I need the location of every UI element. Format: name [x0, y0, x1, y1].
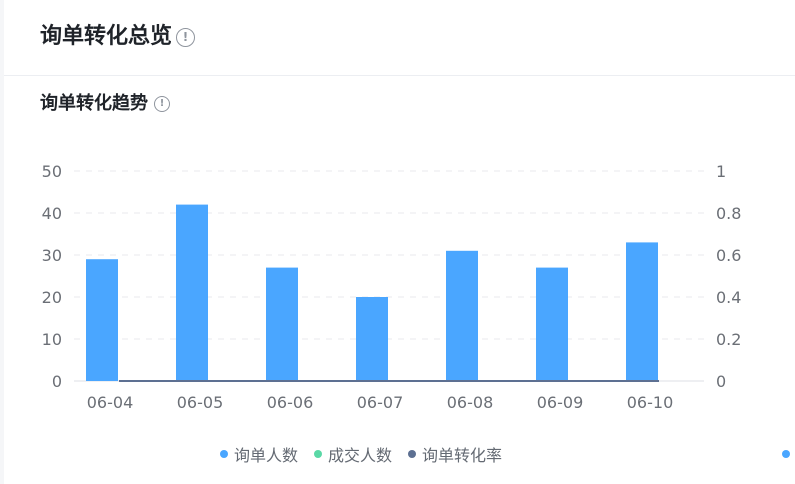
x-tick-label: 06-07	[357, 393, 404, 412]
y-left-tick-label: 0	[52, 372, 62, 391]
legend-label-inquiry: 询单人数	[234, 446, 299, 465]
bar-inquiry	[176, 204, 208, 381]
y-right-tick-label: 0.2	[716, 330, 741, 349]
bar-inquiry	[626, 242, 658, 381]
info-icon[interactable]: !	[176, 27, 196, 47]
info-icon[interactable]: !	[154, 96, 170, 112]
y-right-tick-label: 0.6	[716, 246, 741, 265]
y-left-tick-label: 10	[42, 330, 62, 349]
x-tick-label: 06-05	[177, 393, 224, 412]
legend-overflow-marker[interactable]	[782, 450, 790, 458]
card-header: 询单转化总览!	[4, 0, 795, 76]
legend-label-deal: 成交人数	[328, 446, 393, 465]
y-left-tick-label: 50	[42, 162, 62, 181]
overview-card: 询单转化总览! 询单转化趋势!	[4, 0, 795, 484]
bar-inquiry	[86, 259, 118, 381]
y-right-tick-label: 1	[716, 162, 726, 181]
page-title-text: 询单转化总览	[40, 24, 173, 49]
legend-marker-rate	[408, 450, 417, 458]
y-right-tick-label: 0	[716, 372, 726, 391]
y-left-tick-label: 20	[42, 288, 62, 307]
section-title: 询单转化趋势!	[40, 89, 170, 115]
bar-inquiry	[446, 250, 478, 381]
bar-inquiry	[266, 267, 298, 381]
y-left-tick-label: 40	[42, 204, 62, 223]
section-title-text: 询单转化趋势	[40, 93, 148, 114]
x-tick-label: 06-08	[447, 393, 494, 412]
y-left-tick-label: 30	[42, 246, 62, 265]
page-title: 询单转化总览!	[40, 18, 196, 50]
legend-item-deal[interactable]: 成交人数	[314, 442, 392, 466]
y-right-tick-label: 0.4	[716, 288, 741, 307]
legend-marker-deal	[314, 450, 323, 458]
x-tick-label: 06-04	[87, 393, 134, 412]
legend-marker-inquiry	[220, 450, 228, 458]
y-right-tick-label: 0.8	[716, 204, 741, 223]
x-tick-label: 06-09	[537, 393, 584, 412]
legend-item-inquiry[interactable]: 询单人数	[220, 442, 298, 466]
legend-label-rate: 询单转化率	[422, 446, 503, 465]
chart-legend: 询单人数 成交人数 询单转化率	[220, 442, 502, 466]
x-tick-label: 06-06	[267, 393, 314, 412]
bar-inquiry	[536, 267, 568, 381]
bar-inquiry	[356, 297, 388, 381]
x-tick-label: 06-10	[627, 393, 674, 412]
legend-item-rate[interactable]: 询单转化率	[408, 442, 502, 466]
